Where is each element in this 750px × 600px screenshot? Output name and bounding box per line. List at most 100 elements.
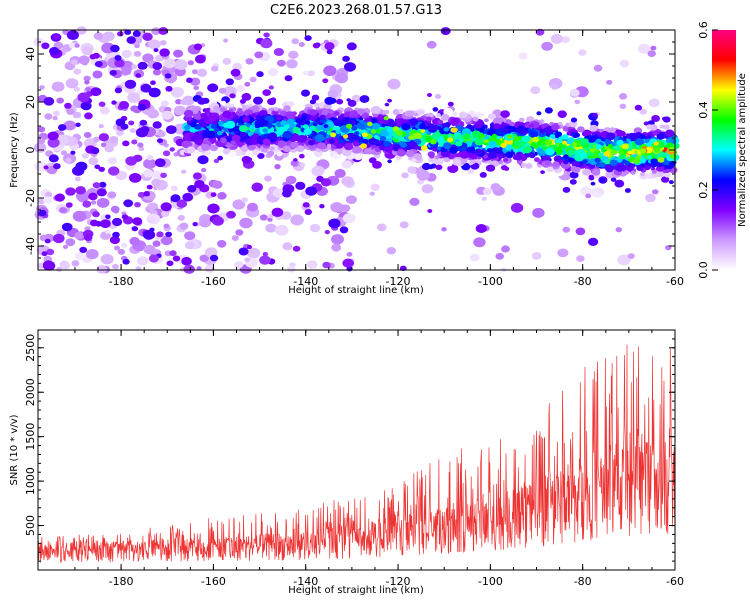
spectrogram-point <box>75 161 88 172</box>
spectrogram-y-axis-label: Frequency (Hz) <box>9 112 20 188</box>
spectrogram-point <box>225 136 233 143</box>
spectrogram-point <box>524 123 531 128</box>
spectrogram-point <box>426 40 437 49</box>
spectrogram-point <box>437 119 444 125</box>
spectrogram-point <box>180 99 188 105</box>
spectrogram-point <box>259 214 268 221</box>
spectrogram-point <box>555 131 562 137</box>
spectrogram-point <box>474 138 484 146</box>
spectrogram-point <box>267 150 275 157</box>
figure-title: C2E6.2023.268.01.57.G13 <box>270 3 442 18</box>
colorbar-ticks: 0.0 0.2 0.4 0.6 <box>697 21 718 279</box>
spectrogram-point <box>539 129 546 134</box>
spectrogram-point <box>114 59 125 68</box>
spectrogram-point <box>594 157 601 163</box>
spectrogram-point <box>341 148 352 157</box>
spectrogram-point <box>265 223 277 233</box>
spectrogram-point <box>434 157 444 166</box>
spectrogram-point <box>395 155 402 161</box>
spectrogram-point <box>230 68 241 77</box>
spectrogram-point <box>668 146 675 152</box>
y-tick-label: -40 <box>24 237 37 255</box>
spectrogram-point <box>469 146 475 151</box>
spectrogram-point <box>371 122 381 130</box>
spectrogram-point <box>164 73 172 79</box>
spectrogram-point <box>282 130 293 139</box>
spectrogram-point <box>70 150 76 155</box>
spectrogram-point <box>609 127 616 133</box>
spectrogram-point <box>272 188 285 198</box>
spectrogram-point <box>569 171 579 179</box>
spectrogram-point <box>662 124 670 130</box>
spectrogram-point <box>624 188 631 193</box>
spectrogram-point <box>383 109 390 115</box>
spectrogram-point <box>280 211 292 220</box>
spectrogram-point <box>262 252 268 257</box>
spectrogram-point <box>383 157 388 162</box>
spectrogram-point <box>580 186 592 196</box>
y-tick-label: 1500 <box>24 423 37 451</box>
x-tick-label: -80 <box>574 275 592 288</box>
snr-x-axis-label: Height of straight line (km) <box>288 585 424 596</box>
spectrogram-point <box>309 223 321 233</box>
spectrogram-point <box>170 194 181 203</box>
spectrogram-point <box>268 213 274 219</box>
spectrogram-point <box>163 223 170 229</box>
spectrogram-point <box>114 245 120 251</box>
spectrogram-point <box>440 113 450 121</box>
spectrogram-point <box>549 134 556 139</box>
spectrogram-point <box>62 244 69 249</box>
spectrogram-point <box>212 216 224 226</box>
spectrogram-point <box>324 42 335 51</box>
spectrogram-point <box>257 153 265 159</box>
spectrogram-point <box>545 147 555 156</box>
spectrogram-point <box>362 132 368 138</box>
spectrogram-point <box>546 166 554 173</box>
spectrogram-point <box>334 168 346 178</box>
spectrogram-point <box>351 125 358 131</box>
spectrogram-point <box>303 128 312 135</box>
spectrogram-point <box>529 130 539 138</box>
spectrogram-point <box>599 162 606 168</box>
spectrogram-point <box>214 128 219 132</box>
spectrogram-point <box>68 42 76 49</box>
spectrogram-point <box>166 260 174 267</box>
spectrogram-point <box>346 123 353 129</box>
spectrogram-point <box>170 87 184 98</box>
spectrogram-point <box>522 145 532 154</box>
spectrogram-point <box>245 100 251 105</box>
spectrogram-point <box>656 162 663 168</box>
spectrogram-point <box>569 89 580 97</box>
spectrogram-point <box>340 117 349 125</box>
spectrogram-point <box>43 256 51 262</box>
spectrogram-point <box>471 130 481 138</box>
spectrogram-point <box>421 184 434 194</box>
spectrogram-point <box>37 262 45 269</box>
spectrogram-point <box>258 119 266 126</box>
spectrogram-point <box>370 106 381 114</box>
spectrogram-point <box>111 100 117 105</box>
x-tick-label: -120 <box>386 575 411 588</box>
spectrogram-point <box>331 152 339 159</box>
spectrogram-point <box>188 132 195 137</box>
spectrogram-point <box>605 132 616 141</box>
spectrogram-point <box>308 140 315 146</box>
spectrogram-point <box>98 133 109 142</box>
spectrogram-point <box>652 189 659 195</box>
spectrogram-point <box>218 87 227 94</box>
spectrogram-point <box>491 133 498 138</box>
spectrogram-point <box>311 94 320 101</box>
spectrogram-point <box>132 217 143 226</box>
spectrogram-point <box>640 172 645 177</box>
spectrogram-point <box>277 59 286 67</box>
spectrogram-point <box>493 117 503 126</box>
spectrogram-point <box>96 197 110 208</box>
spectrogram-point <box>230 140 236 145</box>
spectrogram-point <box>143 191 150 197</box>
spectrogram-point <box>121 49 132 58</box>
spectrogram-point <box>602 155 609 161</box>
spectrogram-point <box>143 158 157 169</box>
spectrogram-point <box>137 103 147 111</box>
spectrogram-point <box>273 111 279 116</box>
spectrogram-point <box>41 251 48 257</box>
